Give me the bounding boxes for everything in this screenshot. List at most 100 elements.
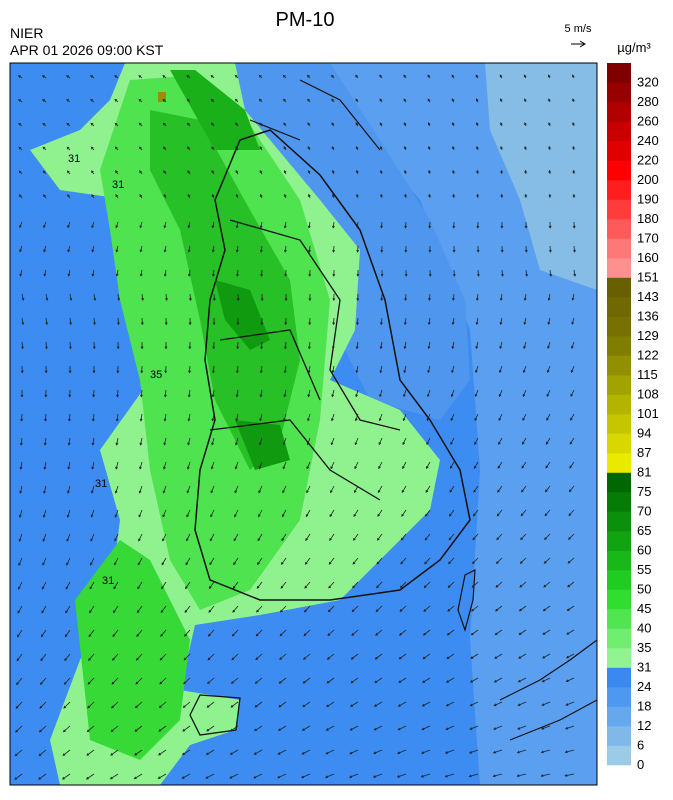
wind-arrow <box>69 317 72 326</box>
colorbar-bin <box>607 433 631 454</box>
wind-arrow <box>452 193 456 199</box>
wind-arrow <box>181 773 191 779</box>
wind-arrow <box>541 677 551 683</box>
wind-arrow <box>17 75 23 79</box>
wind-arrow <box>114 98 119 103</box>
wind-arrow <box>426 461 431 470</box>
wind-arrow <box>426 437 431 446</box>
wind-arrow <box>67 461 71 470</box>
wind-arrow <box>163 461 167 470</box>
wind-arrow <box>331 98 335 103</box>
wind-arrow <box>565 725 575 730</box>
wind-arrow <box>403 341 407 350</box>
colorbar-bin <box>607 531 631 551</box>
wind-arrow <box>565 701 575 706</box>
wind-arrow <box>348 773 359 778</box>
wind-arrow <box>258 461 263 470</box>
wind-arrow <box>91 437 95 446</box>
wind-arrow <box>308 317 312 326</box>
island-outline <box>189 694 241 736</box>
wind-arrow <box>187 437 191 446</box>
wind-arrow <box>211 170 215 175</box>
wind-arrow <box>546 389 551 397</box>
wind-arrow <box>548 193 552 199</box>
colorbar-label: 94 <box>637 426 651 441</box>
wind-arrow <box>139 269 143 277</box>
wind-arrow <box>567 581 575 588</box>
wind-arrow <box>235 245 239 253</box>
wind-arrow <box>424 557 431 565</box>
wind-arrow <box>186 485 191 494</box>
wind-arrow <box>112 629 119 638</box>
wind-arrow <box>444 773 455 778</box>
wind-arrow <box>19 245 23 253</box>
wind-arrow <box>231 653 239 661</box>
wind-arrow <box>426 413 431 422</box>
wind-arrow <box>284 317 288 326</box>
colorbar-label: 24 <box>637 679 651 694</box>
wind-arrow <box>210 74 215 79</box>
wind-arrow <box>517 677 527 683</box>
wind-arrow <box>496 533 503 541</box>
wind-arrow <box>115 461 119 470</box>
colorbar-label: 101 <box>637 406 659 421</box>
wind-arrow <box>62 773 71 780</box>
wind-arrow <box>66 75 71 79</box>
wind-arrow <box>86 749 95 756</box>
wind-arrow <box>113 605 119 614</box>
wind-arrow <box>403 317 407 326</box>
colorbar-bin <box>607 628 631 649</box>
wind-arrow <box>548 74 551 79</box>
wind-arrow <box>65 581 71 590</box>
wind-arrow <box>543 557 551 564</box>
wind-arrow <box>63 677 71 685</box>
wind-arrow <box>421 725 431 731</box>
wind-arrow <box>568 533 575 540</box>
wind-arrow <box>353 533 359 541</box>
wind-arrow <box>428 169 431 175</box>
wind-arrow <box>380 221 383 229</box>
wind-arrow <box>571 293 575 301</box>
wind-arrow <box>540 773 551 777</box>
contour-label: 31 <box>112 179 124 191</box>
wind-arrow <box>281 533 287 542</box>
wind-arrow <box>259 193 263 199</box>
wind-arrow <box>543 581 551 588</box>
wind-arrow <box>567 557 575 564</box>
wind-arrow <box>446 629 455 636</box>
wind-arrow <box>307 365 311 374</box>
wind-arrow <box>109 773 119 780</box>
wind-arrow <box>400 533 407 541</box>
wind-arrow <box>232 581 239 589</box>
wind-arrow <box>234 509 239 518</box>
wind-arrow <box>258 485 263 494</box>
wind-arrow <box>282 437 287 446</box>
wind-arrow <box>116 389 119 398</box>
wind-arrow <box>187 245 191 253</box>
wind-arrow <box>114 533 119 542</box>
wind-arrow <box>428 193 432 199</box>
wind-arrow <box>14 749 23 757</box>
wind-arrow <box>230 701 239 708</box>
wind-arrow <box>547 293 551 302</box>
wind-arrow <box>523 341 527 350</box>
colorbar-bin <box>607 277 631 298</box>
colorbar-label: 280 <box>637 94 659 109</box>
wind-arrow <box>115 245 119 253</box>
wind-arrow <box>332 169 335 175</box>
wind-arrow <box>115 170 119 175</box>
colorbar-bin <box>607 414 631 434</box>
wind-arrow <box>235 193 239 199</box>
wind-arrow <box>354 437 359 446</box>
wind-arrow <box>68 365 72 374</box>
wind-arrow <box>259 221 263 229</box>
colorbar-bin <box>607 336 631 356</box>
wind-arrow <box>493 677 503 683</box>
wind-arrow <box>398 653 407 660</box>
wind-arrow <box>332 193 335 199</box>
wind-arrow <box>43 485 47 494</box>
wind-arrow <box>42 122 47 127</box>
wind-arrow <box>212 317 216 326</box>
wind-arrow <box>232 605 239 613</box>
wind-arrow <box>88 629 95 638</box>
